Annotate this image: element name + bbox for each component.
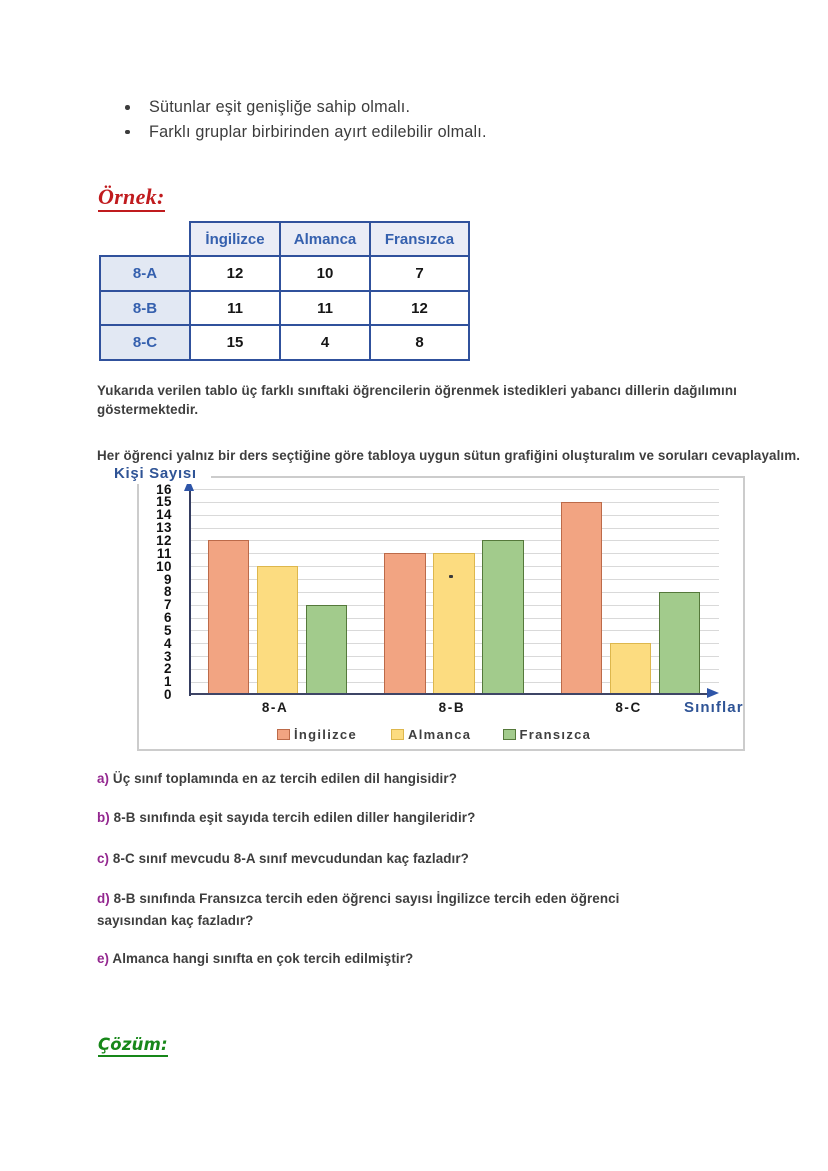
table-column-header: İngilizce bbox=[189, 221, 281, 257]
chart-x-axis-line bbox=[188, 693, 709, 696]
chart-y-tick-label: 14 bbox=[156, 507, 172, 523]
legend-label: Almanca bbox=[408, 727, 472, 742]
question-item-b: b) 8-B sınıfında eşit sayıda tercih edil… bbox=[97, 807, 787, 829]
question-text: 8-B sınıfında eşit sayıda tercih edilen … bbox=[109, 810, 476, 825]
bullet-item: Farklı gruplar birbirinden ayırt edilebi… bbox=[119, 120, 487, 145]
table-column-header: Fransızca bbox=[369, 221, 470, 257]
chart-y-tick-label: 7 bbox=[164, 597, 172, 613]
table-corner-cell bbox=[100, 222, 190, 256]
chart-y-tick-label: 16 bbox=[156, 481, 172, 497]
table-row-header: 8-C bbox=[99, 324, 191, 361]
question-text: 8-B sınıfında Fransızca tercih eden öğre… bbox=[97, 891, 620, 928]
table-column-header: Almanca bbox=[279, 221, 371, 257]
chart-bar-fransızca-8-c bbox=[659, 591, 701, 695]
chart-gridline bbox=[190, 527, 719, 529]
table-value-cell: 7 bbox=[369, 255, 470, 292]
chart-bar-almanca-8-b bbox=[433, 553, 475, 695]
chart-y-tick-label: 9 bbox=[164, 571, 172, 587]
table-value-cell: 11 bbox=[279, 290, 371, 326]
chart-category-label: 8-C bbox=[615, 700, 642, 715]
question-text: Üç sınıf toplamında en az tercih edilen … bbox=[109, 771, 457, 786]
chart-y-tick-label: 3 bbox=[164, 648, 172, 664]
solution-heading-text: Çözüm: bbox=[98, 1035, 168, 1057]
chart-bar-almanca-8-c bbox=[610, 643, 652, 695]
chart-y-tick-label: 8 bbox=[164, 584, 172, 600]
chart-bar-i̇ngilizce-8-c bbox=[561, 501, 603, 695]
table-value-cell: 8 bbox=[369, 324, 470, 361]
chart-bar-fransızca-8-a bbox=[305, 604, 347, 695]
question-item-e: e) Almanca hangi sınıfta en çok tercih e… bbox=[97, 948, 787, 970]
solution-heading: Çözüm: bbox=[98, 1035, 168, 1057]
chart-y-axis-line bbox=[188, 482, 191, 696]
legend-swatch-almanca bbox=[391, 728, 404, 741]
table-row: 8-B 11 11 12 bbox=[99, 290, 470, 326]
table-value-cell: 4 bbox=[279, 324, 371, 361]
question-letter: b) bbox=[97, 810, 110, 825]
chart-category-label: 8-B bbox=[438, 700, 466, 715]
question-item-c: c) 8-C sınıf mevcudu 8-A sınıf mevcudund… bbox=[97, 848, 787, 870]
chart-y-tick-label: 11 bbox=[156, 545, 172, 561]
legend-label: İngilizce bbox=[294, 727, 357, 742]
table-value-cell: 12 bbox=[369, 290, 470, 326]
chart-bar-i̇ngilizce-8-a bbox=[207, 540, 249, 695]
table-row: 8-A 12 10 7 bbox=[99, 255, 470, 292]
chart-bar-i̇ngilizce-8-b bbox=[384, 553, 426, 695]
table-row-header: 8-A bbox=[99, 255, 191, 292]
question-item-d: d) 8-B sınıfında Fransızca tercih eden ö… bbox=[97, 888, 787, 932]
table-value-cell: 11 bbox=[189, 290, 281, 326]
paragraph-table-description: Yukarıda verilen tablo üç farklı sınıfta… bbox=[97, 383, 737, 417]
stray-mark bbox=[449, 575, 453, 578]
legend-swatch-i̇ngilizce bbox=[277, 728, 290, 741]
legend-label: Fransızca bbox=[519, 727, 592, 742]
question-text: Almanca hangi sınıfta en çok tercih edil… bbox=[109, 951, 414, 966]
chart-y-axis-title: Kişi Sayısı bbox=[104, 465, 211, 484]
table-row-header: 8-B bbox=[99, 290, 191, 326]
example-heading-text: Örnek: bbox=[98, 184, 165, 212]
chart-y-tick-label: 12 bbox=[156, 532, 172, 548]
chart-gridline bbox=[190, 489, 719, 490]
bullet-list: Sütunlar eşit genişliğe sahip olmalı. Far… bbox=[119, 95, 487, 144]
table-value-cell: 15 bbox=[189, 324, 281, 361]
chart-gridline bbox=[190, 514, 719, 516]
legend-swatch-fransızca bbox=[502, 728, 516, 741]
chart-x-axis-arrow-icon bbox=[707, 688, 719, 699]
chart-y-tick-label: 2 bbox=[164, 661, 172, 677]
language-preference-table: İngilizce Almanca Fransızca 8-A 12 10 7 8-B 11 11… bbox=[99, 221, 470, 361]
chart-y-tick-label: 4 bbox=[164, 635, 172, 651]
chart-legend-item: Almanca bbox=[391, 727, 471, 742]
chart-bar-fransızca-8-b bbox=[482, 540, 524, 695]
question-text: 8-C sınıf mevcudu 8-A sınıf mevcudundan … bbox=[109, 850, 469, 866]
table-row: 8-C 15 4 8 bbox=[99, 324, 470, 361]
bullet-item: Sütunlar eşit genişliğe sahip olmalı. bbox=[119, 95, 487, 120]
chart-gridline bbox=[190, 540, 719, 542]
chart-bar-almanca-8-a bbox=[256, 566, 298, 695]
chart-y-tick-label: 6 bbox=[164, 610, 172, 625]
chart-y-tick-label: 15 bbox=[156, 494, 172, 510]
chart-legend-item: İngilizce bbox=[277, 727, 357, 742]
table-header-row: İngilizce Almanca Fransızca bbox=[100, 221, 470, 257]
chart-y-tick-label: 10 bbox=[156, 558, 172, 574]
chart-legend-item: Fransızca bbox=[502, 727, 592, 742]
chart-y-tick-label: 5 bbox=[164, 622, 172, 638]
chart-y-tick-label: 0 bbox=[164, 687, 172, 703]
chart-category-label: 8-A bbox=[261, 700, 289, 715]
chart-gridline bbox=[190, 501, 719, 503]
question-letter: d) bbox=[97, 891, 110, 906]
question-letter: c) bbox=[97, 850, 110, 866]
question-letter: a) bbox=[97, 771, 110, 786]
chart-y-axis-arrow-icon bbox=[184, 479, 195, 491]
chart-y-tick-label: 13 bbox=[156, 520, 172, 536]
chart-x-axis-title: Sınıflar bbox=[684, 699, 744, 716]
example-heading: Örnek: bbox=[98, 184, 165, 212]
table-value-cell: 10 bbox=[279, 255, 371, 292]
table-value-cell: 12 bbox=[189, 255, 281, 292]
question-letter: e) bbox=[97, 951, 110, 966]
question-item-a: a) Üç sınıf toplamında en az tercih edil… bbox=[97, 768, 787, 790]
paragraph-chart-instruction: Her öğrenci yalnız bir ders seçtiğine gö… bbox=[97, 448, 801, 463]
chart-y-tick-label: 1 bbox=[164, 674, 172, 690]
